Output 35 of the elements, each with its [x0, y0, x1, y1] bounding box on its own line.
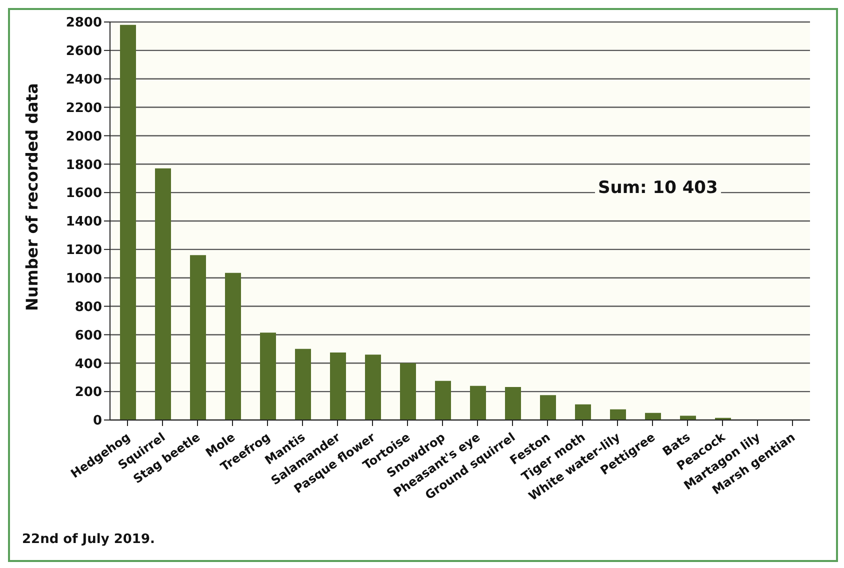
y-tick-label: 2400 [66, 72, 102, 88]
y-tick-label: 2800 [66, 16, 102, 31]
bar [190, 255, 206, 420]
y-tick-label: 1800 [66, 158, 102, 173]
bar [470, 386, 486, 420]
bar [225, 272, 241, 420]
bar [120, 24, 136, 420]
y-tick-label: 200 [74, 385, 102, 400]
bar [645, 412, 661, 420]
y-tick-label: 0 [92, 414, 102, 429]
bar [505, 387, 521, 420]
annotation: Sum: 10 403 [595, 178, 721, 198]
y-tick-label: 800 [74, 300, 102, 315]
bar [365, 354, 381, 420]
bar [295, 348, 311, 420]
y-tick-label: 2600 [66, 44, 102, 60]
bar [400, 363, 416, 420]
y-tick-label: 400 [74, 356, 102, 372]
y-tick-label: 2000 [66, 129, 102, 144]
bar [155, 168, 171, 420]
text: 22nd of July 2019. [22, 532, 155, 547]
y-tick-label: 600 [74, 328, 102, 344]
y-tick-label: 1600 [66, 186, 102, 202]
bar [575, 404, 591, 420]
y-tick-label: 1400 [66, 214, 102, 230]
bar [540, 395, 556, 420]
y-tick-label: 2200 [66, 100, 102, 116]
y-tick-label: 1200 [66, 243, 102, 258]
bar [680, 416, 696, 420]
bar [330, 352, 346, 420]
bar [435, 380, 451, 420]
bar [260, 332, 276, 420]
y-axis-title: Number of recorded data [22, 83, 42, 311]
bar [610, 409, 626, 420]
y-tick-label: 1000 [66, 271, 102, 286]
